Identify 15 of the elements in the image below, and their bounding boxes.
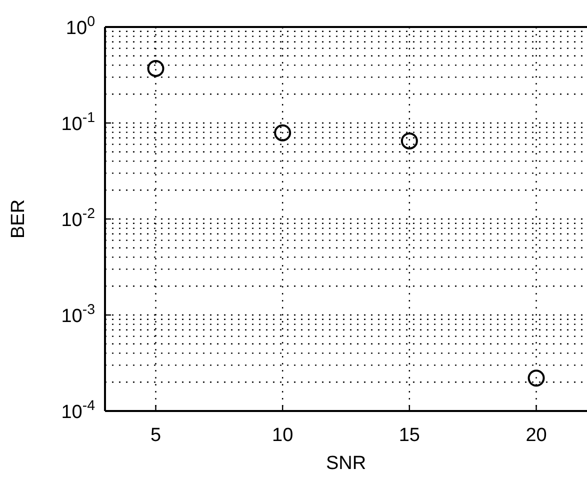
x-tick-label: 15 [398,425,420,446]
x-axis-title: SNR [326,453,366,474]
x-tick-label: 5 [150,425,162,446]
y-tick-label: 10$^{-2}$ [61,206,96,231]
y-tick-label: 10$^{0}$ [66,14,96,39]
y-tick-label: 10$^{-1}$ [61,110,96,135]
y-axis-title: BER [8,199,29,239]
point [528,370,545,387]
y-tick-label: 10$^{-3}$ [61,302,96,327]
x-tick-label: 10 [272,425,294,446]
x-tick-label: 20 [526,425,547,446]
point [147,60,164,77]
point [274,124,292,142]
y-tick-label: 10$^{-4}$ [61,398,96,423]
point [400,132,418,150]
